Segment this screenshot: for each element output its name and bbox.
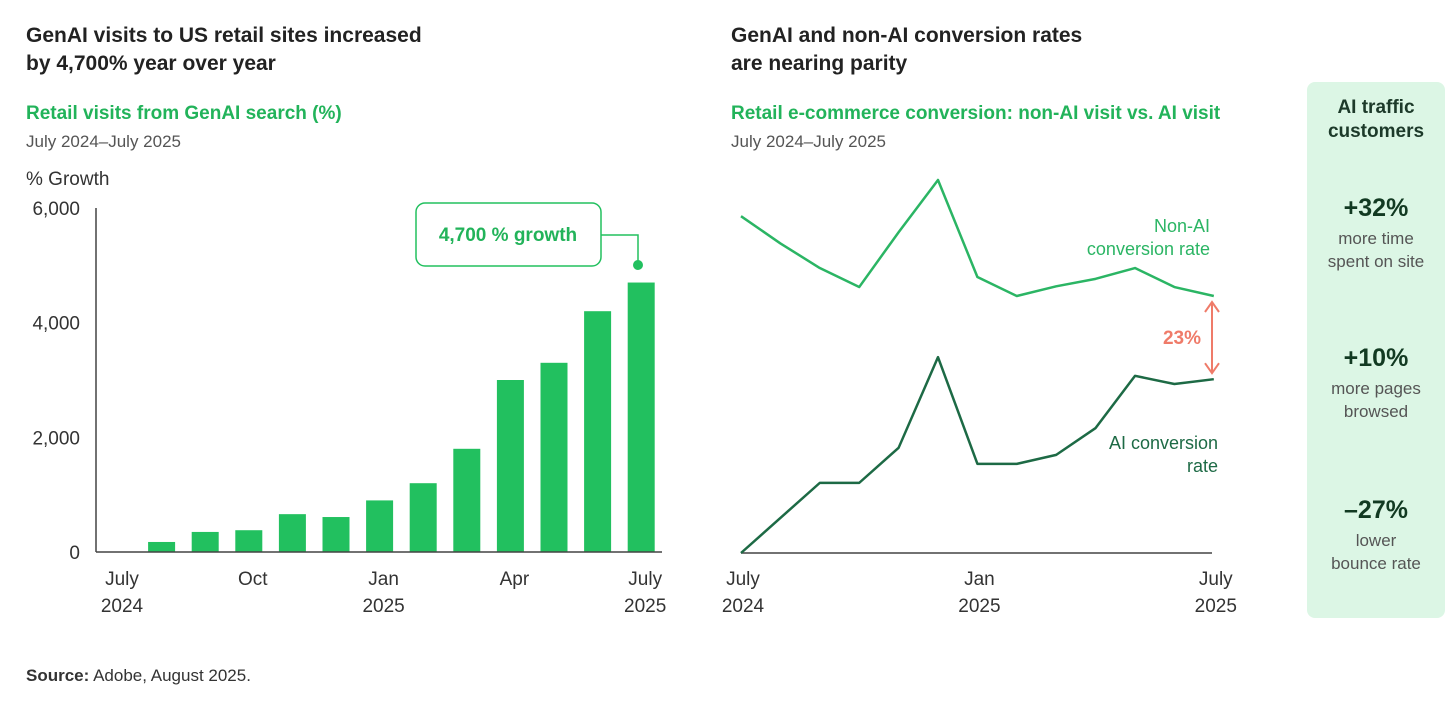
right-subtitle: Retail e-commerce conversion: non-AI vis… xyxy=(731,103,1221,124)
x-tick-label: 2025 xyxy=(958,596,1000,617)
bar-mar xyxy=(453,448,481,552)
series-line-non-ai xyxy=(740,178,1215,298)
charts: % Growth 0 2,000 4,000 6,000 July 2024 Oct Jan 20… xyxy=(26,169,1237,617)
bar-jul-2025 xyxy=(627,282,655,552)
stat-desc: bounce rate xyxy=(1331,554,1421,573)
x-tick-label: 2024 xyxy=(722,596,765,617)
y-tick-label: 6,000 xyxy=(32,199,80,220)
arrow-down-icon xyxy=(1204,362,1220,375)
stat-value: +32% xyxy=(1343,194,1409,222)
y-tick-label: 4,000 xyxy=(32,314,80,335)
source-text: Adobe, August 2025. xyxy=(89,666,251,685)
x-tick-label: Jan xyxy=(964,569,995,590)
y-tick-label: 2,000 xyxy=(32,428,80,449)
bar-sep xyxy=(191,531,219,552)
stat-bounce-rate: –27% lower bounce rate xyxy=(1307,496,1445,575)
series-label: AI conversion xyxy=(1109,433,1218,453)
right-title-line1: GenAI and non-AI conversion rates xyxy=(731,24,1083,47)
x-tick-label: Oct xyxy=(238,569,268,590)
x-tick-label: July xyxy=(726,569,760,590)
stat-pages-browsed: +10% more pages browsed xyxy=(1307,344,1445,423)
bar-jan-2025 xyxy=(366,500,394,552)
stat-desc: browsed xyxy=(1343,402,1409,421)
y-tick-label: 0 xyxy=(69,543,80,564)
series-label: conversion rate xyxy=(1087,239,1210,259)
x-tick-label: July xyxy=(105,569,139,590)
stat-value: –27% xyxy=(1344,496,1408,524)
x-tick-label: 2025 xyxy=(624,596,666,617)
right-date-range: July 2024–July 2025 xyxy=(731,132,887,151)
annotation-text: 4,700 % growth xyxy=(439,225,577,246)
panel-heading: AI traffic customers xyxy=(1307,96,1445,144)
bar-may xyxy=(540,362,568,552)
stat-desc: more pages xyxy=(1331,379,1421,398)
bar-dec xyxy=(322,517,350,552)
right-title-line2: are nearing parity xyxy=(731,52,908,75)
stat-desc: more time xyxy=(1338,229,1414,248)
ai-traffic-panel: AI traffic customers +32% more time spent o… xyxy=(1307,82,1445,618)
bar-jun xyxy=(584,311,612,552)
series-line-ai xyxy=(740,355,1214,554)
source-note: Source: Adobe, August 2025. xyxy=(26,666,251,686)
gap-annotation: 23% xyxy=(1163,328,1201,349)
stat-desc: spent on site xyxy=(1327,252,1425,271)
y-axis-label: % Growth xyxy=(26,169,109,190)
left-title-line1: GenAI visits to US retail sites increase… xyxy=(26,24,422,47)
left-title-line2: by 4,700% year over year xyxy=(26,52,276,75)
left-subtitle: Retail visits from GenAI search (%) xyxy=(26,103,342,124)
series-label: Non-AI xyxy=(1154,216,1210,236)
stat-value: +10% xyxy=(1343,344,1409,372)
stat-desc: lower xyxy=(1355,531,1397,550)
left-date-range: July 2024–July 2025 xyxy=(26,132,182,151)
x-tick-label: 2024 xyxy=(101,596,144,617)
arrow-up-icon xyxy=(1204,300,1220,313)
annotation-dot xyxy=(633,260,643,270)
bar-nov xyxy=(278,514,306,552)
bar-feb xyxy=(409,483,437,552)
series-label: rate xyxy=(1187,456,1218,476)
x-tick-label: July xyxy=(1199,569,1233,590)
annotation-leader xyxy=(601,234,639,262)
right-title: GenAI and non-AI conversion rates are nea… xyxy=(731,22,1082,78)
source-label: Source: xyxy=(26,666,90,685)
panel-heading-line2: customers xyxy=(1327,121,1425,142)
bar-aug xyxy=(148,541,176,552)
x-tick-label: 2025 xyxy=(1195,596,1237,617)
x-tick-label: 2025 xyxy=(362,596,404,617)
panel-heading-line1: AI traffic xyxy=(1337,97,1415,118)
x-tick-label: Jan xyxy=(368,569,399,590)
bar-oct xyxy=(235,530,263,552)
stat-time-on-site: +32% more time spent on site xyxy=(1307,194,1445,273)
x-tick-label: Apr xyxy=(500,569,530,590)
left-title: GenAI visits to US retail sites increase… xyxy=(26,22,422,78)
x-tick-label: July xyxy=(628,569,662,590)
bar-apr xyxy=(496,380,524,552)
